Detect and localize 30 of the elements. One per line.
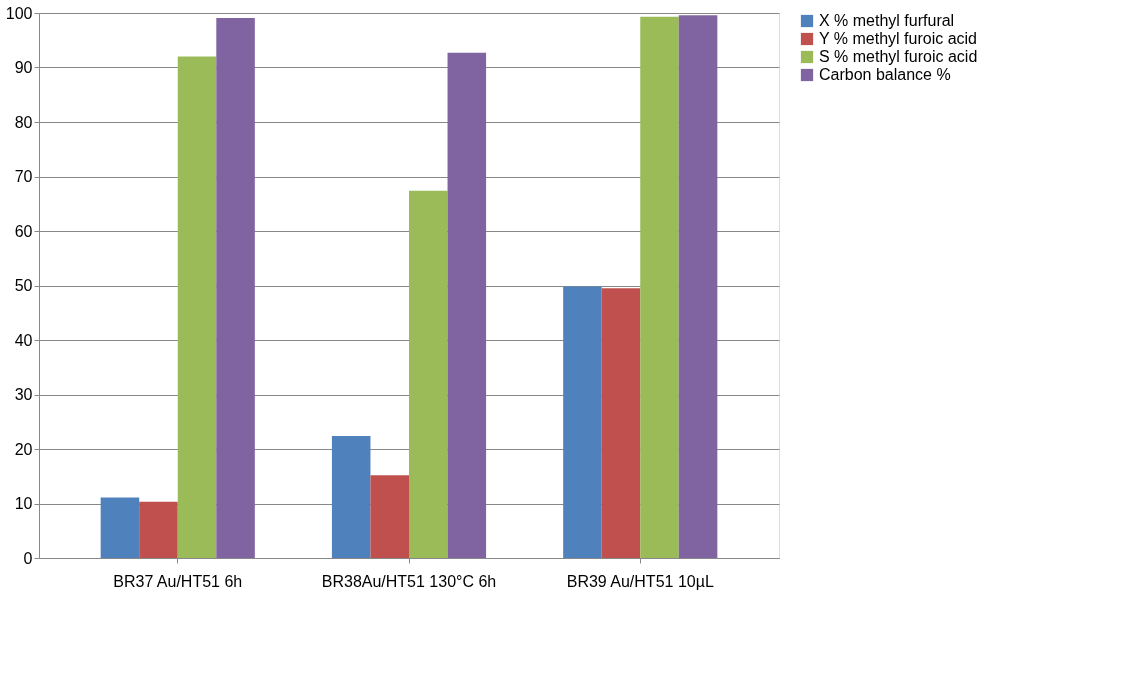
bar bbox=[640, 16, 679, 558]
bar bbox=[601, 288, 641, 558]
bar bbox=[409, 190, 448, 558]
x-tick-label: BR38Au/HT51 130°C 6h bbox=[321, 572, 497, 590]
legend-label: Y % methyl furoic acid bbox=[819, 30, 977, 47]
y-tick-label: 30 bbox=[14, 386, 33, 403]
y-tick-label: 60 bbox=[14, 222, 33, 240]
y-tick-label: 100 bbox=[5, 4, 33, 22]
bar bbox=[100, 497, 140, 558]
y-tick-label: 50 bbox=[14, 277, 33, 294]
bar bbox=[216, 17, 255, 558]
bar bbox=[678, 15, 718, 558]
x-tick-label: BR37 Au/HT51 6h bbox=[113, 572, 243, 590]
y-tick-label: 0 bbox=[23, 549, 33, 567]
legend-label: X % methyl furfural bbox=[819, 12, 955, 29]
bar bbox=[370, 475, 409, 558]
bar bbox=[177, 56, 217, 558]
y-tick-label: 20 bbox=[14, 440, 33, 458]
bar bbox=[139, 501, 178, 558]
y-tick-label: 90 bbox=[14, 59, 33, 76]
y-tick-label: 80 bbox=[14, 113, 33, 131]
legend-label: Carbon balance % bbox=[819, 66, 951, 83]
bar bbox=[563, 286, 602, 558]
y-tick-label: 40 bbox=[14, 331, 33, 349]
y-tick-label: 10 bbox=[14, 495, 33, 512]
y-tick-label: 70 bbox=[14, 168, 33, 185]
bar bbox=[447, 52, 487, 558]
legend-label: S % methyl furoic acid bbox=[819, 48, 978, 65]
bar bbox=[331, 435, 371, 558]
x-tick-label: BR39 Au/HT51 10µL bbox=[566, 572, 714, 590]
